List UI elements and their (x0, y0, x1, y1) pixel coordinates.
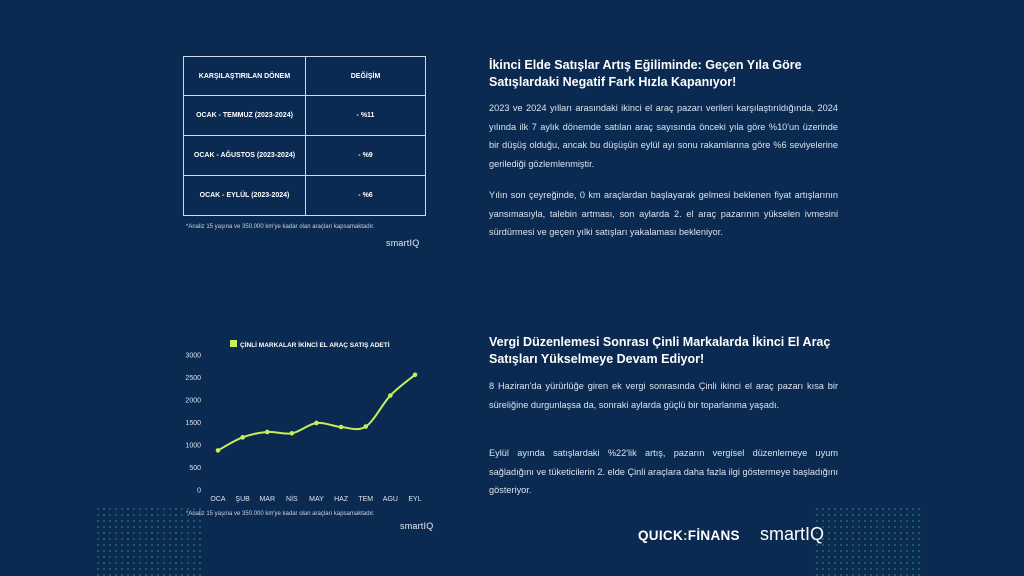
table-cell-change: - %11 (305, 95, 426, 136)
data-point (412, 372, 418, 378)
data-point (264, 429, 270, 435)
section1-paragraph-1: 2023 ve 2024 yılları arasındaki ikinci e… (489, 103, 838, 169)
x-tick-label: OCA (210, 496, 226, 503)
decorative-dots-right (814, 506, 924, 576)
table-cell-change: - %6 (305, 175, 426, 216)
y-tick-label: 2500 (185, 375, 201, 382)
x-tick-label: ŞUB (235, 496, 250, 503)
x-tick-label: EYL (408, 496, 421, 503)
chart-smartiq-logo: smartIQ (400, 521, 434, 531)
data-point (240, 435, 245, 440)
quick-finans-logo: QUICK:FİNANS (638, 528, 740, 543)
y-tick-label: 500 (189, 465, 201, 472)
quick-logo-part: QUICK (638, 528, 683, 543)
decorative-dots-left (95, 506, 205, 576)
table-cell-period: OCAK - AĞUSTOS (2023-2024) (183, 135, 306, 176)
data-point (215, 448, 221, 453)
legend-label: ÇİNLİ MARKALAR İKİNCİ EL ARAÇ SATIŞ ADET… (240, 341, 390, 349)
chinese-brands-sales-chart: ÇİNLİ MARKALAR İKİNCİ EL ARAÇ SATIŞ ADET… (185, 340, 422, 503)
section2-paragraph-1: 8 Haziran'da yürürlüğe giren ek vergi so… (489, 381, 838, 410)
x-tick-label: MAR (259, 496, 275, 503)
section1-heading: İkinci Elde Satışlar Artış Eğiliminde: G… (489, 58, 802, 89)
table-smartiq-logo: smartIQ (386, 238, 420, 248)
table-header-change: DEĞİŞİM (305, 56, 426, 96)
y-tick-label: 2000 (185, 398, 201, 405)
table-row: OCAK - TEMMUZ (2023-2024) - %11 (183, 95, 426, 136)
x-tick-label: TEM (358, 496, 373, 503)
table-cell-period: OCAK - TEMMUZ (2023-2024) (183, 95, 306, 136)
legend-swatch (230, 340, 237, 347)
data-point (314, 420, 319, 426)
quick-logo-separator: : (683, 528, 688, 543)
section2-heading: Vergi Düzenlemesi Sonrası Çinli Markalar… (489, 335, 831, 366)
table-header-period: KARŞILAŞTIRILAN DÖNEM (183, 56, 306, 96)
data-point (388, 393, 393, 398)
comparison-table: KARŞILAŞTIRILAN DÖNEM DEĞİŞİM OCAK - TEM… (183, 56, 426, 216)
x-tick-label: NİS (286, 494, 298, 503)
chart-footnote: *Analiz 15 yaşına ve 350.000 km'ye kadar… (186, 511, 375, 517)
data-point (338, 424, 344, 430)
table-cell-period: OCAK - EYLÜL (2023-2024) (183, 175, 306, 216)
table-row: OCAK - AĞUSTOS (2023-2024) - %9 (183, 135, 426, 176)
x-tick-label: AGU (383, 496, 398, 503)
data-point (289, 431, 295, 436)
x-tick-label: HAZ (334, 496, 349, 503)
y-tick-label: 3000 (185, 353, 201, 360)
smartiq-logo: smartIQ (760, 524, 825, 544)
finans-logo-part: FİNANS (687, 528, 740, 543)
table-row: OCAK - EYLÜL (2023-2024) - %6 (183, 175, 426, 216)
data-point (363, 424, 369, 429)
section1-paragraph-2: Yılın son çeyreğinde, 0 km araçlardan ba… (489, 190, 838, 237)
table-cell-change: - %9 (305, 135, 426, 176)
x-tick-label: MAY (309, 496, 324, 503)
section2-paragraph-2: Eylül ayında satışlardaki %22'lik artış,… (489, 448, 838, 495)
series-line (217, 374, 416, 452)
y-tick-label: 0 (197, 488, 201, 495)
table-footnote: *Analiz 15 yaşına ve 350.000 km'ye kadar… (186, 224, 375, 230)
y-tick-label: 1000 (185, 443, 201, 450)
table-header-row: KARŞILAŞTIRILAN DÖNEM DEĞİŞİM (183, 56, 426, 96)
y-tick-label: 1500 (185, 420, 201, 427)
